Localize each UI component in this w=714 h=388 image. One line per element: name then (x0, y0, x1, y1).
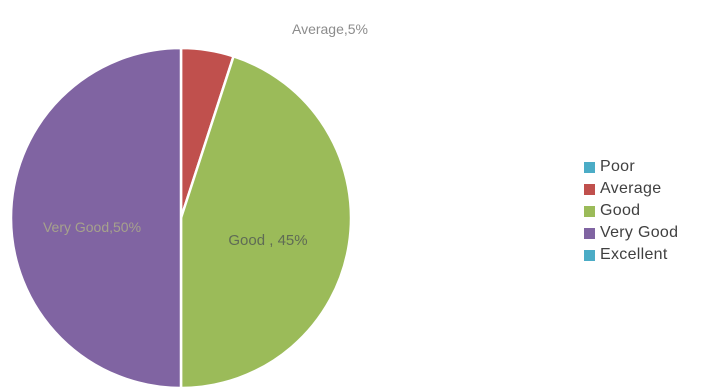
legend-label-average: Average (600, 180, 662, 197)
legend-label-poor: Poor (600, 158, 635, 175)
legend-label-very-good: Very Good (600, 224, 679, 241)
data-label-good: Good , 45% (228, 232, 307, 249)
data-label-average: Average,5% (292, 21, 368, 37)
data-label-very-good: Very Good,50% (43, 219, 141, 235)
legend-label-good: Good (600, 202, 641, 219)
legend-label-excellent: Excellent (600, 246, 668, 263)
pie-slice-good (179, 55, 353, 388)
legend-swatch-very-good (584, 227, 595, 239)
chart-legend: Poor Average Good Very Good Excellent (584, 156, 678, 266)
legend-swatch-poor (584, 161, 595, 173)
legend-item-very-good: Very Good (584, 222, 678, 244)
legend-swatch-good (584, 205, 595, 217)
legend-swatch-excellent (584, 249, 595, 261)
legend-item-good: Good (584, 200, 678, 222)
pie-slice-very-good (9, 46, 183, 388)
legend-item-excellent: Excellent (584, 244, 678, 266)
legend-item-poor: Poor (584, 156, 678, 178)
legend-swatch-average (584, 183, 595, 195)
legend-item-average: Average (584, 178, 678, 200)
